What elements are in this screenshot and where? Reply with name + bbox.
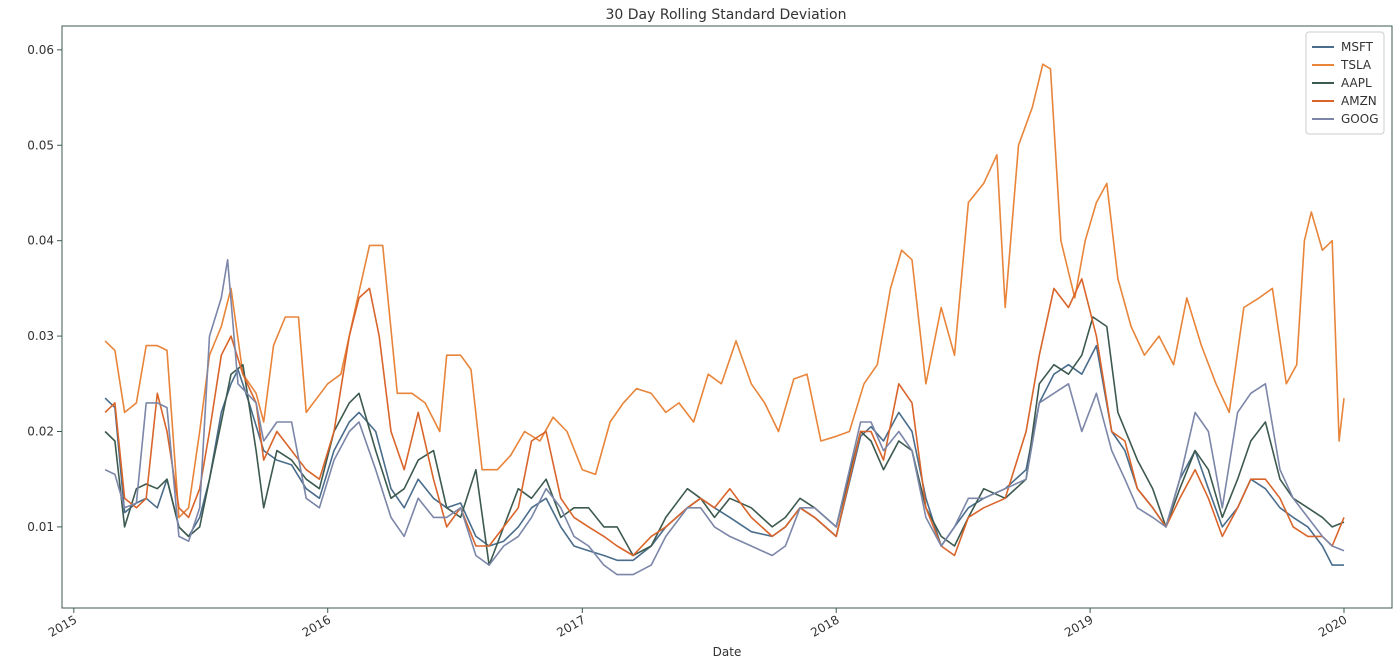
- chart-title: 30 Day Rolling Standard Deviation: [605, 7, 846, 23]
- plot-frame: [61, 25, 1393, 609]
- y-tick-label: 0.03: [27, 329, 54, 343]
- series-line-aapl: [104, 316, 1345, 566]
- series-line-tsla: [104, 63, 1345, 519]
- x-tick-label: 2017: [554, 612, 587, 639]
- x-tick-label: 2018: [808, 612, 841, 639]
- y-tick-label: 0.01: [27, 520, 54, 534]
- x-tick-label: 2016: [300, 612, 333, 639]
- series-line-msft: [104, 344, 1344, 566]
- legend-label-goog: GOOG: [1341, 112, 1379, 126]
- x-axis: 2015 2016 2017 2018 2019 2020: [46, 608, 1350, 640]
- series-layer: [104, 63, 1345, 576]
- y-tick-label: 0.02: [27, 424, 54, 438]
- legend-box: [1305, 31, 1385, 135]
- legend-label-tsla: TSLA: [1340, 58, 1372, 72]
- legend-label-amzn: AMZN: [1341, 94, 1377, 108]
- series-line-amzn: [104, 278, 1345, 557]
- x-tick-label: 2019: [1062, 612, 1095, 639]
- legend: MSFT TSLA AAPL AMZN GOOG: [1305, 31, 1385, 135]
- legend-label-aapl: AAPL: [1341, 76, 1372, 90]
- x-tick-label: 2020: [1316, 612, 1349, 639]
- y-tick-label: 0.05: [27, 138, 54, 152]
- y-tick-label: 0.06: [27, 43, 54, 57]
- y-tick-label: 0.04: [27, 234, 54, 248]
- y-axis: 0.01 0.02 0.03 0.04 0.05 0.06: [27, 43, 62, 534]
- x-axis-label: Date: [713, 645, 742, 659]
- legend-label-msft: MSFT: [1341, 40, 1374, 54]
- series-line-goog: [104, 259, 1345, 576]
- x-tick-label: 2015: [46, 612, 79, 639]
